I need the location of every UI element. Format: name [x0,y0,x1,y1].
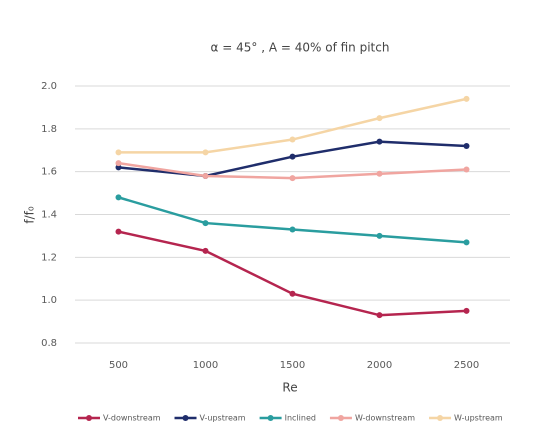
data-point [464,96,470,102]
data-point [290,137,296,143]
data-point [203,173,209,179]
data-point [116,194,122,200]
data-point [290,175,296,181]
legend-label: Inclined [285,414,316,423]
y-tick-label: 1.0 [41,295,57,306]
x-tick-label: 500 [109,360,128,371]
chart: α = 45° , A = 40% of fin pitch Re f/f₀ 0… [0,0,541,442]
y-tick-label: 1.4 [41,210,57,221]
data-point [203,149,209,155]
data-point [464,143,470,149]
data-point [116,149,122,155]
y-tick-label: 1.8 [41,124,57,135]
x-tick-label: 1000 [193,360,218,371]
data-point [464,167,470,173]
y-axis-title: f/f₀ [23,206,37,223]
x-tick-label: 2500 [454,360,479,371]
legend-marker [183,415,189,421]
data-point [203,248,209,254]
chart-title: α = 45° , A = 40% of fin pitch [211,41,390,55]
data-point [290,154,296,160]
data-point [203,220,209,226]
x-tick-label: 2000 [367,360,392,371]
y-tick-label: 1.6 [41,167,57,178]
data-point [464,308,470,314]
data-point [464,239,470,245]
data-point [290,291,296,297]
y-tick-label: 2.0 [41,81,57,92]
data-point [116,160,122,166]
data-point [377,115,383,121]
y-tick-label: 1.2 [41,252,57,263]
legend-marker [268,415,274,421]
series-line [119,232,467,316]
data-point [377,171,383,177]
series-line [119,197,467,242]
x-axis-title: Re [282,381,297,395]
legend-marker [437,415,443,421]
data-point [290,226,296,232]
legend-label: W-upstream [454,414,503,423]
legend-marker [86,415,92,421]
legend-label: V-upstream [200,414,246,423]
legend-marker [338,415,344,421]
x-tick-label: 1500 [280,360,305,371]
legend-label: V-downstream [103,414,161,423]
data-point [116,229,122,235]
legend-label: W-downstream [355,414,415,423]
y-tick-label: 0.8 [41,338,57,349]
data-point [377,233,383,239]
data-point [377,139,383,145]
data-point [377,312,383,318]
